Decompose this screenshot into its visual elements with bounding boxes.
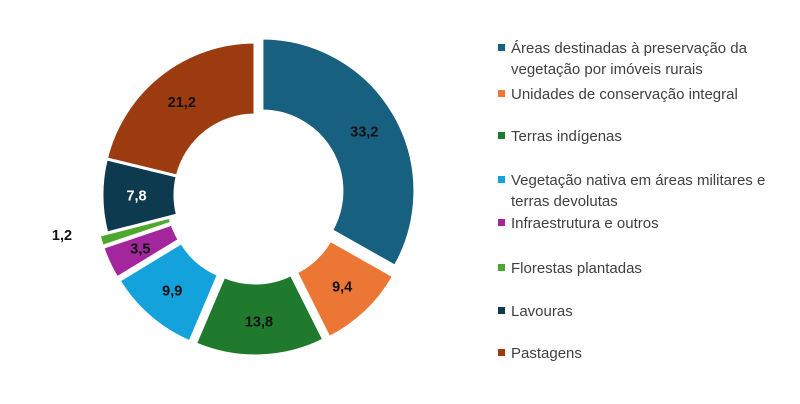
legend-swatch bbox=[498, 44, 505, 51]
legend-swatch bbox=[498, 349, 505, 356]
data-label-4: 3,5 bbox=[130, 242, 150, 258]
legend-item-preservacao-imoveis-rurais: Áreas destinadas à preservação da vegeta… bbox=[498, 38, 793, 80]
legend-label: Terras indígenas bbox=[511, 128, 622, 145]
donut-slice-0 bbox=[260, 36, 417, 269]
data-label-0: 33,2 bbox=[350, 124, 378, 140]
legend-label: Unidades de conservação integral bbox=[511, 86, 738, 103]
data-label-3: 9,9 bbox=[162, 284, 182, 300]
legend-label: Pastagens bbox=[511, 345, 582, 362]
legend-label: Lavouras bbox=[511, 303, 573, 320]
data-label-2: 13,8 bbox=[245, 314, 273, 330]
data-label-1: 9,4 bbox=[332, 280, 352, 296]
data-label-7: 21,2 bbox=[168, 95, 196, 111]
legend-item-pastagens: Pastagens bbox=[498, 343, 582, 364]
legend-item-unidades-conservacao: Unidades de conservação integral bbox=[498, 84, 738, 105]
legend-swatch bbox=[498, 264, 505, 271]
data-label-6: 7,8 bbox=[126, 189, 146, 205]
donut-slice-1 bbox=[294, 238, 396, 340]
legend-swatch bbox=[498, 90, 505, 97]
legend-swatch bbox=[498, 219, 505, 226]
donut-slice-3 bbox=[117, 240, 221, 344]
data-label-5: 1,2 bbox=[52, 228, 72, 244]
legend-label: Infraestrutura e outros bbox=[511, 215, 659, 232]
legend-item-terras-indigenas: Terras indígenas bbox=[498, 126, 622, 147]
donut-slice-7 bbox=[104, 40, 257, 178]
legend-item-infraestrutura: Infraestrutura e outros bbox=[498, 213, 659, 234]
legend-item-lavouras: Lavouras bbox=[498, 301, 573, 322]
legend-label: Florestas plantadas bbox=[511, 260, 642, 277]
legend-swatch bbox=[498, 307, 505, 314]
donut-slice-2 bbox=[193, 272, 326, 358]
legend-label: Áreas destinadas à preservação da vegeta… bbox=[511, 40, 747, 78]
legend-swatch bbox=[498, 176, 505, 183]
legend-label: Vegetação nativa em áreas militares e te… bbox=[511, 172, 766, 210]
legend-swatch bbox=[498, 132, 505, 139]
donut-chart: 33,2 9,4 13,8 9,9 3,5 1,2 7,8 21,2 bbox=[52, 36, 417, 358]
legend-item-vegetacao-nativa-militares: Vegetação nativa em áreas militares e te… bbox=[498, 170, 793, 212]
legend-item-florestas-plantadas: Florestas plantadas bbox=[498, 258, 642, 279]
